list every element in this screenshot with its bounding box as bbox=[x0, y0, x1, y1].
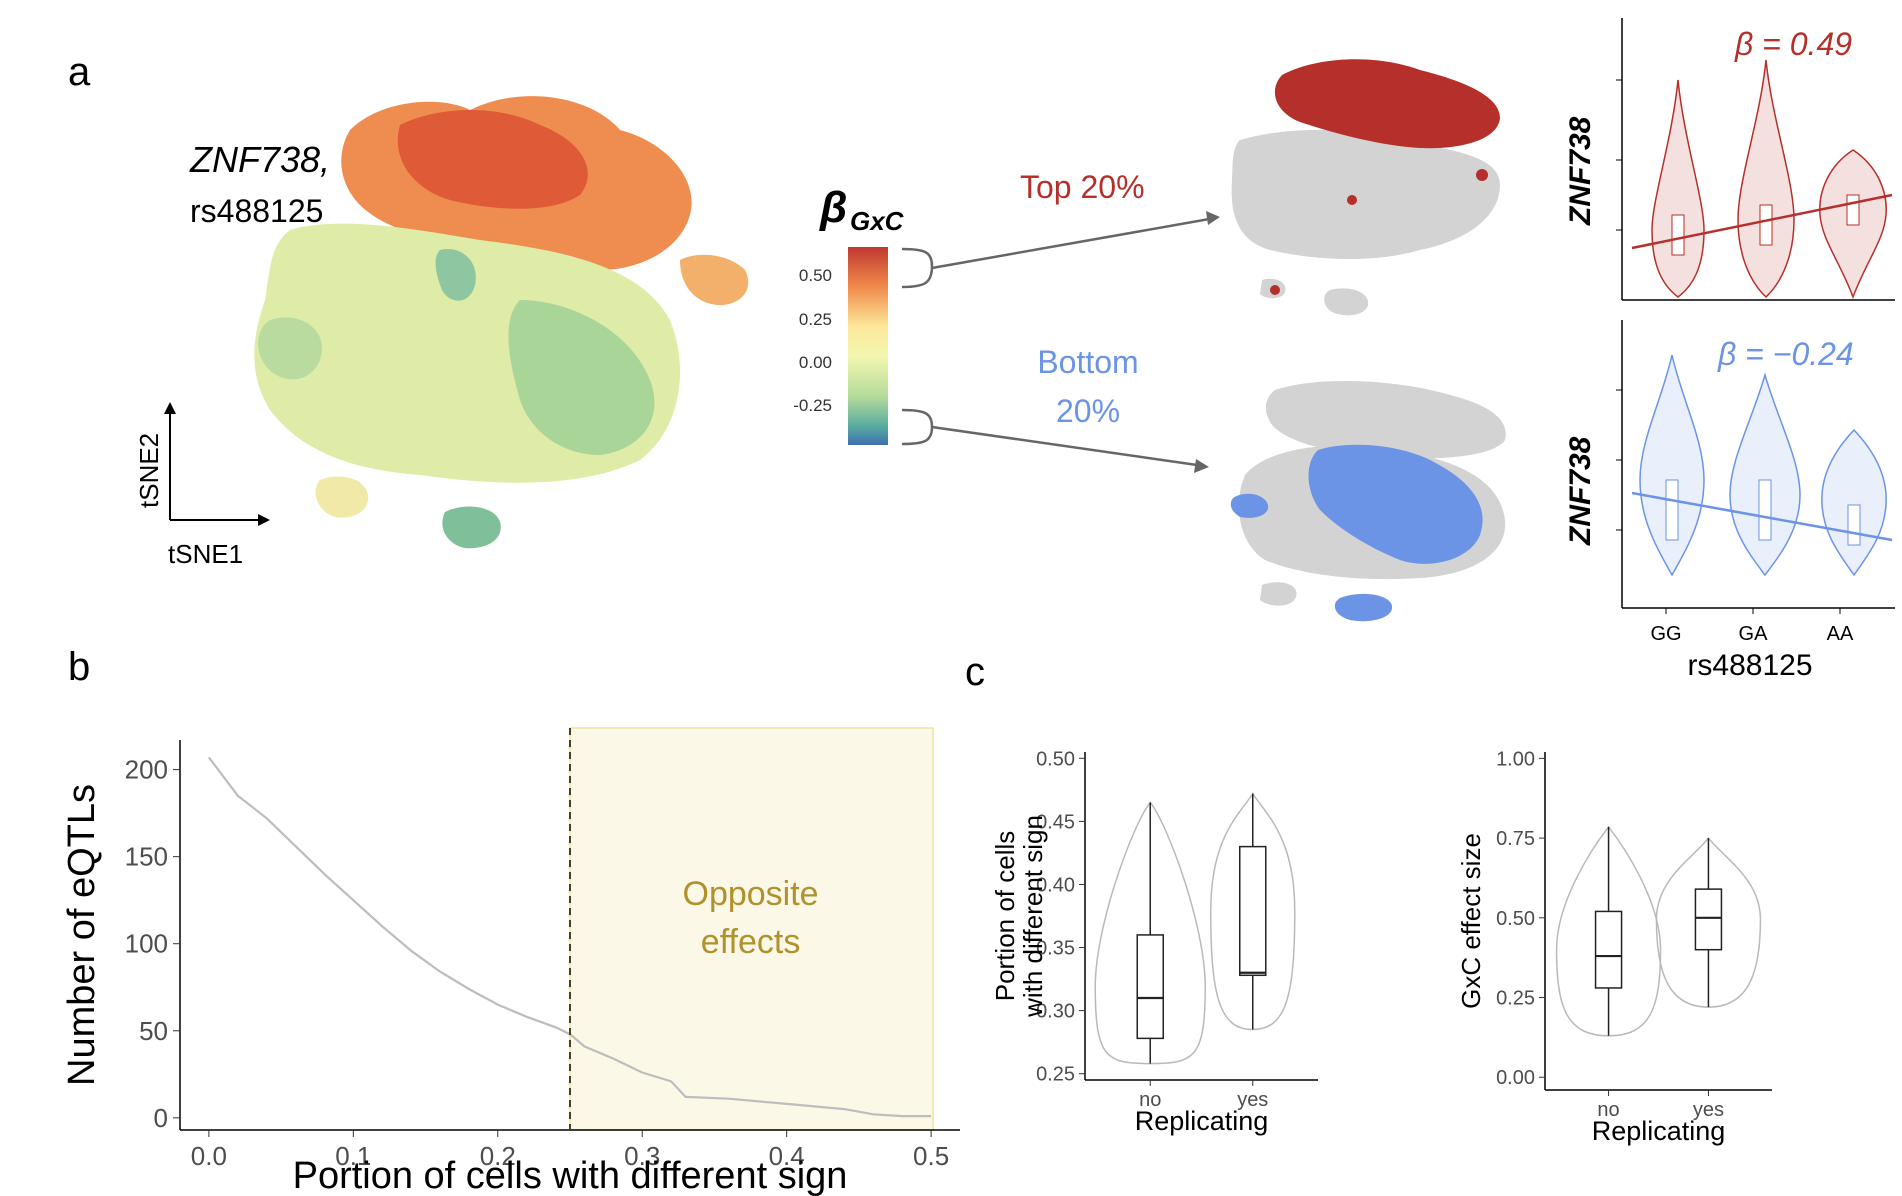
bottom-20-label-line1: Bottom bbox=[1037, 344, 1138, 380]
y-axis-title: GxC effect size bbox=[1456, 833, 1486, 1009]
portion-boxplot: 0.25 0.30 0.35 0.40 0.45 0.50 no yesReplicating… bbox=[990, 748, 1318, 1136]
y-tick-label: 200 bbox=[125, 755, 168, 785]
tsne-y-label: tSNE2 bbox=[134, 433, 164, 508]
box-body bbox=[1594, 910, 1623, 989]
tsne-top20-plot bbox=[1231, 59, 1500, 316]
box-body bbox=[1694, 888, 1723, 951]
y-tick-label: 0.25 bbox=[1036, 1064, 1075, 1086]
y-tick-label: 0.75 bbox=[1496, 828, 1535, 850]
violin-bottom-beta: β = −0.24 bbox=[1717, 336, 1854, 372]
gene-label: ZNF738, bbox=[189, 139, 330, 180]
violin-bottom-ylabel: ZNF738 bbox=[1564, 436, 1597, 546]
tsne-x-label: tSNE1 bbox=[168, 539, 243, 569]
x-axis-title: Replicating bbox=[1592, 1116, 1726, 1146]
top-arrow-head bbox=[1206, 211, 1220, 225]
genotype-label-aa: AA bbox=[1827, 623, 1854, 645]
x-tick-label: no bbox=[1597, 1099, 1619, 1121]
y-tick-label: 0.45 bbox=[1036, 811, 1075, 833]
tsne-bottom20-plot bbox=[1230, 380, 1506, 622]
y-tick-label: 0.50 bbox=[1036, 748, 1075, 770]
x-tick-label: yes bbox=[1693, 1099, 1724, 1121]
violin-top-beta: β = 0.49 bbox=[1734, 26, 1852, 62]
genotype-label-gg: GG bbox=[1650, 623, 1681, 645]
violin-bottom-panel bbox=[1616, 320, 1895, 614]
colorbar-tick: 0.25 bbox=[799, 310, 832, 329]
tsne-side-cluster bbox=[680, 254, 749, 305]
x-tick-label: 0.4 bbox=[769, 1141, 805, 1171]
panel-label-a: a bbox=[68, 50, 91, 94]
colorbar-tick: 0.00 bbox=[799, 353, 832, 372]
x-tick-label: no bbox=[1139, 1089, 1161, 1111]
y-axis-title-line1: Portion of cells bbox=[990, 831, 1020, 1002]
violin-outline bbox=[1210, 792, 1296, 1031]
box-body bbox=[1239, 845, 1267, 977]
tsne-green-patch-2 bbox=[258, 317, 322, 380]
panel-label-b: b bbox=[68, 645, 90, 689]
box-body bbox=[1136, 934, 1164, 1040]
tsne-small-cluster-1 bbox=[315, 476, 369, 518]
y-tick-label: 100 bbox=[125, 929, 168, 959]
y-axis-title-line2: with different sign bbox=[1018, 815, 1048, 1018]
snp-label: rs488125 bbox=[190, 193, 323, 229]
bottom-20-label-line2: 20% bbox=[1056, 393, 1120, 429]
x-axis-title: Portion of cells with different sign bbox=[293, 1155, 848, 1196]
bottom-arrow-head bbox=[1194, 459, 1209, 473]
y-tick-label: 0.40 bbox=[1036, 874, 1075, 896]
y-tick-label: 0.50 bbox=[1496, 908, 1535, 930]
tsne-green-patch bbox=[508, 300, 655, 455]
eqtl-line-chart: 0 50 100 150 200 0.0 0.1 0.2 0.3 0.4 0.5 Opposite ef… bbox=[61, 727, 960, 1196]
y-tick-label: 150 bbox=[125, 842, 168, 872]
y-tick-label: 1.00 bbox=[1496, 748, 1535, 770]
bottom-bracket bbox=[901, 408, 1205, 468]
x-axis-title: Replicating bbox=[1135, 1106, 1269, 1136]
violin-top-ylabel: ZNF738 bbox=[1564, 116, 1597, 226]
eqtl-curve bbox=[208, 756, 932, 1118]
colorbar-tick: 0.50 bbox=[799, 266, 832, 285]
y-tick-label: 0.30 bbox=[1036, 1001, 1075, 1023]
x-tick-label: 0.5 bbox=[913, 1141, 949, 1171]
x-tick-label: 0.2 bbox=[480, 1141, 516, 1171]
x-tick-label: yes bbox=[1237, 1089, 1268, 1111]
top-bracket bbox=[901, 216, 1216, 289]
opposite-effects-region bbox=[569, 727, 934, 1131]
y-tick-label: 0.00 bbox=[1496, 1067, 1535, 1089]
genotype-label-ga: GA bbox=[1739, 623, 1769, 645]
y-tick-label: 50 bbox=[139, 1016, 168, 1046]
y-tick-label: 0 bbox=[154, 1103, 168, 1133]
tsne-blue-spot bbox=[435, 249, 476, 301]
y-axis-title: Number of eQTLs bbox=[61, 784, 103, 1086]
top-20-label: Top 20% bbox=[1020, 169, 1145, 205]
tsne-small-cluster-2 bbox=[442, 506, 501, 549]
violin-xlabel: rs488125 bbox=[1687, 649, 1812, 682]
x-tick-label: 0.1 bbox=[335, 1141, 371, 1171]
tsne-axes-indicator bbox=[164, 402, 270, 526]
annotation-line1: Opposite bbox=[683, 875, 819, 913]
violin-top-panel bbox=[1616, 18, 1895, 301]
tsne-top-core bbox=[397, 110, 588, 209]
colorbar-title-symbol: β bbox=[819, 183, 847, 232]
y-tick-label: 0.35 bbox=[1036, 938, 1075, 960]
colorbar-title-subscript: GxC bbox=[850, 206, 905, 236]
x-tick-label: 0.0 bbox=[191, 1141, 227, 1171]
colorbar-tick: -0.25 bbox=[793, 396, 832, 415]
colorbar bbox=[848, 247, 888, 445]
annotation-line2: effects bbox=[701, 923, 801, 961]
x-tick-label: 0.3 bbox=[624, 1141, 660, 1171]
tsne-main-plot bbox=[254, 96, 749, 549]
y-tick-label: 0.25 bbox=[1496, 988, 1535, 1010]
panel-label-c: c bbox=[965, 650, 985, 694]
